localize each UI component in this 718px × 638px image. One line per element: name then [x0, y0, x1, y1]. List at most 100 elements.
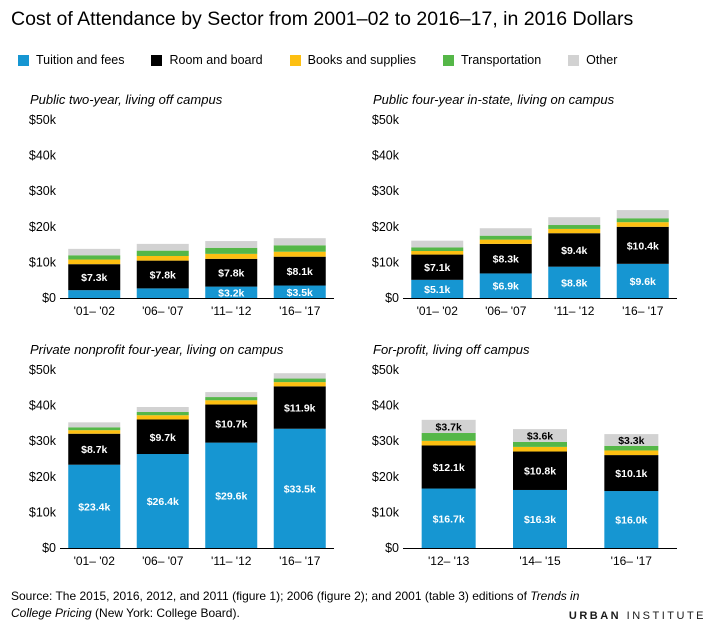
source-text: Source: The 2015, 2016, 2012, and 2011 (… — [11, 589, 531, 603]
bar-segment-tuition-and-fees — [68, 290, 121, 298]
bar-segment-tuition-and-fees — [205, 286, 258, 298]
bar-segment-transportation — [273, 378, 326, 383]
bar-segment-other — [136, 243, 189, 251]
bar-segment-books-and-supplies — [68, 259, 121, 265]
bar-segment-other — [479, 228, 532, 236]
bar-segment-room-and-board — [604, 455, 659, 492]
source-note: Source: The 2015, 2016, 2012, and 2011 (… — [11, 588, 611, 622]
bar-segment-other — [136, 407, 189, 413]
y-tick-label: $40k — [29, 149, 57, 163]
y-tick-label: $50k — [372, 113, 400, 127]
legend-label: Transportation — [461, 53, 542, 67]
x-tick-label: '16– '17 — [279, 304, 321, 318]
data-label: $3.5k — [287, 287, 313, 299]
legend-label: Room and board — [169, 53, 263, 67]
bar-segment-books-and-supplies — [136, 255, 189, 261]
data-label: $10.7k — [215, 419, 247, 431]
data-label: $8.7k — [81, 444, 107, 456]
bar-segment-room-and-board — [273, 386, 326, 429]
bar-segment-other — [68, 248, 121, 256]
bar-segment-room-and-board — [273, 256, 326, 286]
data-label: $11.9k — [284, 403, 316, 415]
data-label: $26.4k — [147, 496, 179, 508]
bar-segment-other — [273, 238, 326, 246]
y-tick-label: $20k — [372, 220, 400, 234]
bar-segment-transportation — [616, 218, 669, 223]
x-tick-label: '06– '07 — [142, 554, 184, 568]
legend-item-room-board: Room and board — [151, 53, 263, 67]
bar-segment-other — [68, 422, 121, 428]
y-tick-label: $0 — [385, 291, 399, 305]
bar-segment-books-and-supplies — [421, 440, 476, 446]
brand-urban: URBAN — [568, 610, 622, 622]
legend-item-tuition: Tuition and fees — [18, 53, 124, 67]
chart-title-for-profit: For-profit, living off campus — [373, 342, 530, 357]
data-label: $5.1k — [424, 284, 450, 296]
legend-swatch — [18, 54, 29, 66]
legend-label: Books and supplies — [307, 53, 417, 67]
bar-segment-books-and-supplies — [136, 415, 189, 420]
bar-segment-other — [205, 241, 258, 248]
y-tick-label: $10k — [29, 255, 57, 269]
bar-segment-room-and-board — [136, 419, 189, 455]
legend-item-books: Books and supplies — [289, 53, 417, 67]
y-tick-label: $50k — [29, 113, 57, 127]
data-label: $3.7k — [436, 421, 462, 433]
bar-segment-other — [616, 210, 669, 219]
y-tick-label: $40k — [29, 399, 57, 413]
x-tick-label: '12– '13 — [428, 554, 470, 568]
bar-segment-transportation — [68, 427, 121, 431]
bar-segment-books-and-supplies — [548, 228, 601, 234]
bar-segment-tuition-and-fees — [479, 273, 532, 298]
y-tick-label: $10k — [29, 505, 57, 519]
data-label: $29.6k — [215, 490, 247, 502]
bar-segment-tuition-and-fees — [513, 489, 567, 548]
y-tick-label: $40k — [372, 399, 400, 413]
data-label: $23.4k — [78, 501, 110, 513]
data-label: $33.5k — [284, 483, 316, 495]
bar-segment-other — [205, 392, 258, 398]
data-label: $9.6k — [630, 276, 656, 288]
urban-institute-logo: URBAN INSTITUTE — [569, 610, 706, 622]
bar-segment-transportation — [513, 441, 567, 447]
data-label: $8.8k — [561, 277, 587, 289]
x-tick-label: '16– '17 — [622, 304, 664, 318]
data-label: $16.7k — [433, 513, 465, 525]
y-tick-label: $50k — [372, 363, 400, 377]
bar-segment-room-and-board — [205, 404, 258, 443]
bar-segment-tuition-and-fees — [136, 454, 189, 548]
bar-segment-room-and-board — [68, 433, 121, 465]
x-tick-label: '16– '17 — [611, 554, 653, 568]
x-tick-label: '11– '12 — [211, 554, 252, 568]
bar-segment-tuition-and-fees — [136, 288, 189, 298]
bar-segment-transportation — [411, 247, 464, 252]
legend-label: Tuition and fees — [36, 53, 125, 67]
data-label: $7.8k — [218, 268, 244, 280]
chart-public-four-year: $0 $10k $20k $30k $40k $50k $5.1k $7.1k '01– '02… — [372, 113, 677, 318]
bar-segment-transportation — [136, 250, 189, 256]
chart-title-private-nonprofit: Private nonprofit four-year, living on c… — [30, 342, 284, 357]
y-tick-label: $20k — [29, 470, 57, 484]
bar-segment-transportation — [421, 433, 476, 441]
x-tick-label: '11– '12 — [554, 304, 595, 318]
x-tick-label: '11– '12 — [211, 304, 252, 318]
bar-segment-books-and-supplies — [205, 253, 258, 259]
y-tick-label: $10k — [372, 255, 400, 269]
data-label: $10.4k — [627, 240, 659, 252]
bar-segment-transportation — [136, 412, 189, 416]
x-tick-label: '06– '07 — [142, 304, 184, 318]
bar-segment-books-and-supplies — [616, 222, 669, 227]
y-tick-label: $30k — [372, 184, 400, 198]
y-tick-label: $40k — [372, 149, 400, 163]
data-label: $3.6k — [527, 431, 553, 443]
bar-segment-tuition-and-fees — [411, 279, 464, 298]
legend-label: Other — [586, 53, 618, 67]
bar-segment-room-and-board — [421, 445, 476, 489]
bar-segment-books-and-supplies — [273, 382, 326, 387]
data-label: $9.7k — [150, 432, 176, 444]
source-text-end: (New York: College Board). — [91, 606, 240, 620]
legend-item-transportation: Transportation — [443, 53, 541, 67]
bar-segment-tuition-and-fees — [205, 442, 258, 548]
x-tick-label: '01– '02 — [417, 304, 459, 318]
bar-segment-tuition-and-fees — [273, 285, 326, 298]
